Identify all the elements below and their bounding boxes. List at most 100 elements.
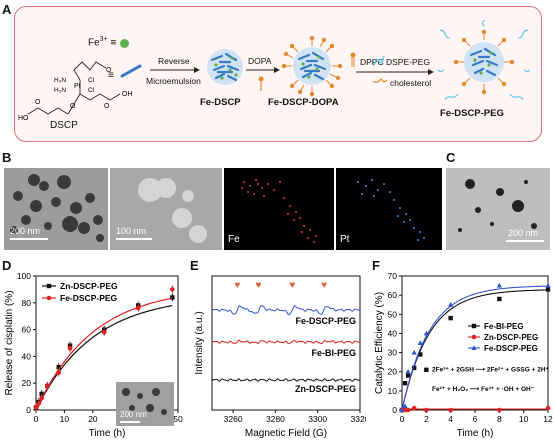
x-tick-label: 3300	[308, 414, 327, 424]
fe-legend-equiv: ≡	[110, 37, 117, 49]
legend-label: Fe-DSCP-PEG	[484, 344, 538, 353]
data-point	[405, 407, 411, 413]
x-axis-label: Magnetic Field (G)	[245, 428, 327, 439]
data-point	[33, 405, 39, 410]
data-point	[170, 295, 175, 300]
data-point	[67, 346, 73, 351]
chart-epr: 3260 3280 3300 3320 Magnetic Field (G) Intens…	[194, 275, 366, 439]
data-point	[411, 365, 417, 371]
peak-marker-icon: ♥	[321, 280, 327, 291]
scale-label-b2: 100 nm	[116, 226, 147, 236]
data-point	[56, 370, 62, 375]
data-point	[448, 315, 453, 321]
x-tick-label: 6	[473, 414, 478, 424]
x-tick-label: 3320	[351, 414, 366, 424]
y-tick-label: 30	[388, 348, 398, 358]
data-point	[45, 383, 50, 389]
reverse-label: Reverse	[158, 56, 190, 66]
chem-o4: O	[104, 103, 110, 110]
data-point	[36, 401, 42, 406]
data-point	[411, 349, 417, 355]
arrow-2-icon	[246, 67, 280, 73]
tem-particles-c	[458, 179, 537, 232]
legend-marker	[471, 334, 477, 340]
data-point	[101, 329, 107, 335]
pt-map-label: Pt	[340, 234, 350, 245]
panel-label-f: F	[372, 258, 380, 273]
panel-label-c: C	[446, 150, 456, 165]
chem-h3n-bottom: H₃N	[54, 87, 66, 94]
x-axis-label: Time (h)	[457, 428, 494, 439]
tem-image-2	[110, 168, 222, 250]
fe-dscp-peg-label: Fe-DSCP-PEG	[440, 108, 504, 119]
data-point	[402, 381, 408, 386]
chem-cl-bottom: Cl	[88, 87, 95, 94]
fe-legend-charge: 3+	[99, 36, 108, 43]
peak-marker-icon: ♥	[256, 280, 262, 291]
data-point	[545, 282, 551, 288]
legend-label: Fe-BI-PEG	[484, 322, 524, 331]
data-point	[448, 407, 453, 413]
y-tick-label: 60	[388, 290, 398, 300]
fe-ion-icon	[120, 39, 129, 48]
inset-scale-bar	[120, 421, 140, 423]
data-point	[497, 407, 502, 413]
release-inset-tem	[116, 382, 174, 426]
tem-image-c	[446, 168, 550, 250]
scale-bar-c	[506, 240, 544, 242]
legend-marker	[471, 345, 477, 350]
scale-bar-b1	[10, 238, 48, 240]
dopa-label: DOPA	[248, 56, 272, 66]
x-axis-label: Time (h)	[89, 428, 126, 439]
x-tick-label: 10	[60, 414, 70, 424]
x-tick-label: 3260	[224, 414, 243, 424]
cholesterol-icon	[373, 78, 388, 83]
dscp-rod-icon	[120, 64, 142, 78]
data-point	[496, 282, 502, 288]
fe-dscp-peg-particle-icon	[438, 20, 530, 101]
panel-label-a: A	[2, 2, 12, 17]
plot-frame	[35, 275, 179, 411]
chem-pt: Pt	[74, 83, 81, 90]
scale-label-b1: 200 nm	[10, 226, 41, 236]
data-point	[545, 405, 551, 411]
y-tick-label: 40	[22, 351, 32, 361]
tem-particles-2	[138, 178, 207, 243]
data-point	[423, 330, 429, 336]
legend-label: Zn-DSCP-PEG	[60, 281, 118, 291]
cholesterol-label: cholesterol	[390, 78, 432, 88]
x-tick-label: 12	[543, 414, 553, 424]
y-tick-label: 40	[388, 328, 398, 338]
pt-map-dots	[357, 179, 425, 241]
dscp-structure: HO OH O O O O H₃N H₃N Pt Cl Cl	[18, 61, 133, 122]
pt-elemental-map	[336, 168, 442, 250]
arrow-1-icon	[150, 67, 200, 73]
epr-trace	[211, 304, 361, 316]
epr-trace	[211, 378, 361, 382]
legend-marker	[471, 323, 477, 329]
legend-marker	[46, 295, 52, 301]
chart-catalytic: 0 2 4 6 8 10 12 0 10 20 30 40 50 60 70 Time (h) Catalyti…	[374, 271, 553, 439]
chart-release: 01020304050020406080100Time (h)Release o…	[4, 271, 183, 439]
data-point	[405, 373, 411, 378]
dscp-legend-equiv: ≡	[108, 70, 114, 81]
data-point	[56, 364, 61, 370]
data-point	[424, 407, 429, 413]
fe-dscp-dopa-label: Fe-DSCP-DOPA	[268, 97, 339, 108]
y-tick-label: 100	[17, 271, 31, 281]
x-tick-label: 2	[424, 414, 429, 424]
tem-particles-1	[10, 174, 104, 242]
scale-bar-b2	[116, 238, 152, 240]
inset-scale-label: 200 nm	[120, 410, 147, 419]
tem-image-1	[4, 168, 108, 250]
panel-label-b: B	[2, 150, 12, 165]
dspe-peg-label: DSPE-PEG	[386, 57, 430, 67]
microemulsion-label: Microemulsion	[146, 76, 201, 86]
chem-o1: O	[35, 99, 41, 106]
dppc-label: DPPC	[360, 57, 384, 67]
y-tick-label: 80	[22, 298, 32, 308]
data-point	[39, 395, 44, 401]
y-tick-label: 20	[22, 378, 32, 388]
fe-elemental-map	[224, 168, 334, 250]
inset-particles	[122, 388, 167, 415]
